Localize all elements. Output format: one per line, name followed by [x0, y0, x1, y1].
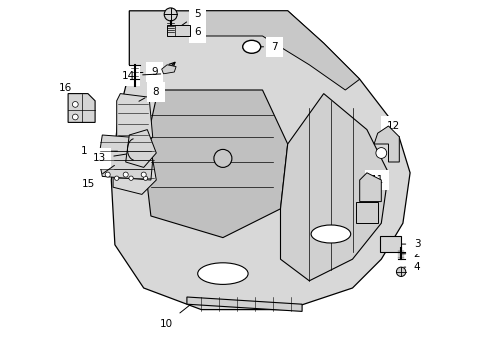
Text: 7: 7 — [254, 42, 278, 52]
Polygon shape — [143, 90, 287, 238]
Circle shape — [114, 176, 119, 180]
Text: 11: 11 — [369, 175, 383, 199]
Ellipse shape — [242, 40, 260, 53]
Circle shape — [72, 114, 78, 120]
Polygon shape — [113, 144, 156, 194]
Ellipse shape — [197, 263, 247, 284]
Polygon shape — [162, 65, 176, 74]
Polygon shape — [125, 130, 156, 167]
Circle shape — [105, 172, 110, 177]
Text: 10: 10 — [159, 303, 191, 329]
Polygon shape — [359, 173, 381, 202]
Text: 5: 5 — [173, 9, 200, 32]
Polygon shape — [373, 126, 399, 162]
Polygon shape — [190, 11, 359, 90]
Polygon shape — [355, 202, 377, 223]
Text: 9: 9 — [138, 67, 157, 77]
Text: 15: 15 — [81, 165, 114, 189]
Polygon shape — [117, 94, 152, 151]
Circle shape — [143, 176, 147, 180]
Circle shape — [129, 176, 133, 180]
Text: 14: 14 — [121, 71, 161, 81]
Text: 8: 8 — [139, 87, 159, 101]
Polygon shape — [280, 94, 387, 281]
Circle shape — [72, 102, 78, 107]
Polygon shape — [99, 135, 152, 180]
Polygon shape — [186, 297, 302, 311]
FancyBboxPatch shape — [167, 25, 190, 36]
Polygon shape — [68, 94, 95, 122]
Text: 16: 16 — [59, 83, 80, 106]
Circle shape — [213, 149, 231, 167]
Text: 4: 4 — [403, 262, 420, 272]
FancyBboxPatch shape — [379, 236, 400, 252]
Text: 1: 1 — [81, 146, 117, 156]
Circle shape — [396, 267, 405, 276]
Circle shape — [123, 172, 128, 177]
Text: 6: 6 — [173, 27, 200, 37]
Polygon shape — [111, 11, 409, 310]
Circle shape — [141, 172, 146, 177]
Text: 13: 13 — [92, 153, 130, 163]
Text: 2: 2 — [401, 249, 420, 259]
Text: 3: 3 — [382, 239, 420, 249]
Text: 12: 12 — [381, 121, 399, 142]
Circle shape — [375, 148, 386, 158]
Circle shape — [164, 8, 177, 21]
Ellipse shape — [310, 225, 350, 243]
